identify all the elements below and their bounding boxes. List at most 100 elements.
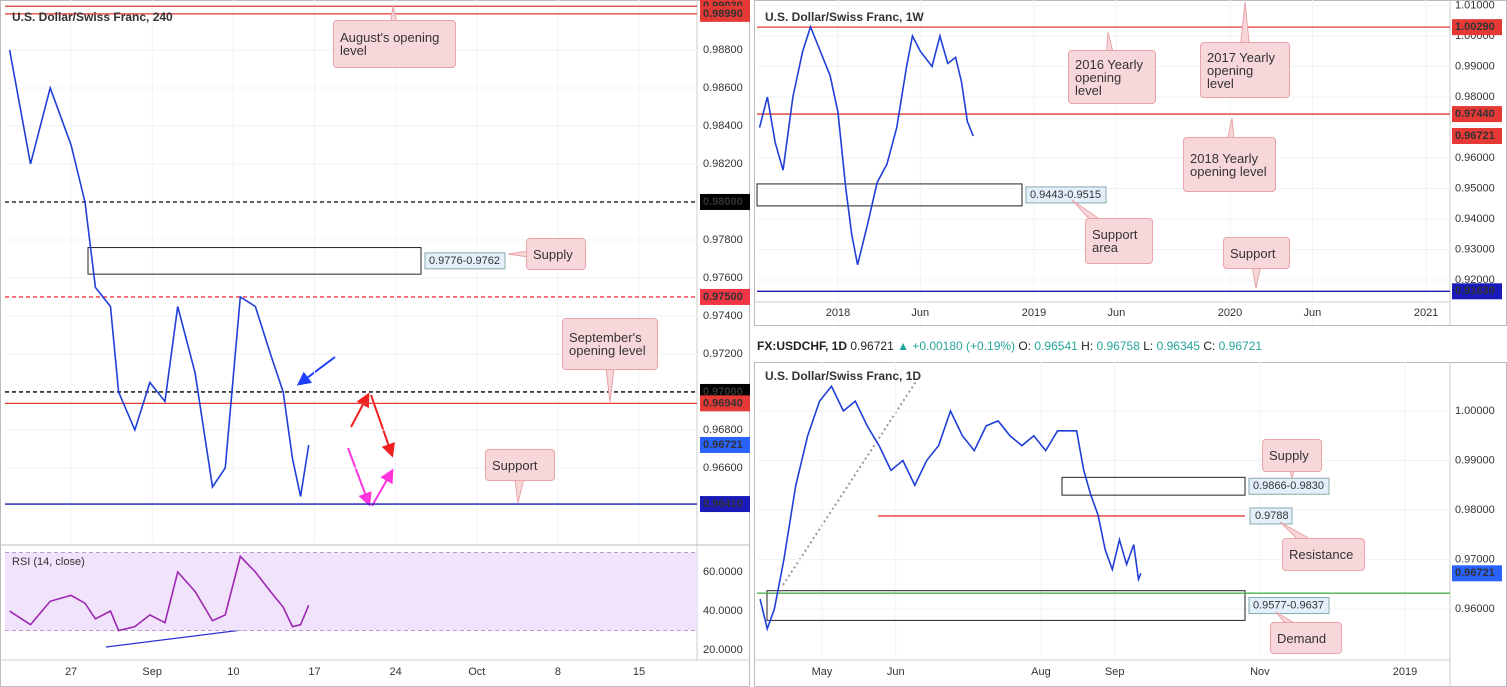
y-tick-label: 0.95000 bbox=[1455, 182, 1495, 194]
price-label-box bbox=[1452, 283, 1502, 300]
callout: 2017 Yearly opening level bbox=[1200, 42, 1290, 98]
x-tick-label: Nov bbox=[1250, 666, 1270, 678]
x-tick-label: 15 bbox=[633, 666, 645, 678]
y-tick-label: 0.93000 bbox=[1455, 243, 1495, 255]
y-tick-label: 0.98400 bbox=[703, 120, 743, 132]
y-tick-label: 0.97600 bbox=[703, 272, 743, 284]
price-label: 0.96721 bbox=[1455, 567, 1495, 579]
x-tick-label: Jun bbox=[1107, 307, 1125, 319]
callout: Supply bbox=[1262, 439, 1322, 472]
price-label-box bbox=[700, 496, 750, 513]
price-label: 0.96721 bbox=[703, 439, 743, 451]
price-line bbox=[9, 554, 310, 632]
chart-title: U.S. Dollar/Swiss Franc, 240 bbox=[12, 10, 173, 24]
price-label-box bbox=[700, 395, 750, 412]
zone-label-box bbox=[1248, 597, 1330, 615]
callout: Demand bbox=[1270, 622, 1342, 654]
x-tick-label: Jun bbox=[911, 307, 929, 319]
y-tick-label: 0.97200 bbox=[703, 348, 743, 360]
price-label-box bbox=[700, 288, 750, 305]
arrow bbox=[296, 356, 336, 386]
zone bbox=[87, 247, 422, 275]
header-part: FX:USDCHF, 1D bbox=[757, 339, 847, 353]
x-tick-label: May bbox=[812, 666, 833, 678]
header: FX:USDCHF, 1D 0.96721 ▲ +0.00180 (+0.19%… bbox=[757, 339, 1262, 353]
price-label-box bbox=[700, 436, 750, 453]
zone-label-box bbox=[1248, 477, 1330, 495]
level-tag-box bbox=[1249, 507, 1293, 525]
callout: September's opening level bbox=[562, 318, 658, 370]
x-tick-label: 27 bbox=[65, 666, 77, 678]
price-label-box bbox=[1452, 19, 1502, 36]
y-tick-label: 0.96000 bbox=[1455, 603, 1495, 615]
x-tick-label: 2019 bbox=[1393, 666, 1417, 678]
callout: 2018 Yearly opening level bbox=[1183, 137, 1276, 192]
header-part: O: bbox=[1018, 339, 1031, 353]
price-line bbox=[758, 24, 974, 265]
y-tick-label: 0.97800 bbox=[703, 234, 743, 246]
y-tick-label: 0.98600 bbox=[703, 82, 743, 94]
y-tick-label: 0.98000 bbox=[1455, 91, 1495, 103]
x-tick-label: Oct bbox=[468, 666, 485, 678]
x-tick-label: Jun bbox=[887, 666, 905, 678]
y-tick-label: 0.98000 bbox=[1455, 504, 1495, 516]
header-part: ▲ +0.00180 (+0.19%) bbox=[897, 339, 1015, 353]
rsi-tick-label: 60.0000 bbox=[703, 566, 743, 578]
x-tick-label: 8 bbox=[555, 666, 561, 678]
zone-label-box bbox=[424, 252, 506, 270]
rsi-tick-label: 20.0000 bbox=[703, 644, 743, 656]
callout: August's opening level bbox=[333, 20, 456, 68]
zone-label: 0.9776-0.9762 bbox=[429, 255, 500, 267]
price-label: 1.00290 bbox=[1455, 21, 1495, 33]
y-tick-label: 0.92000 bbox=[1455, 274, 1495, 286]
rsi-tick-label: 40.0000 bbox=[703, 605, 743, 617]
arrow bbox=[370, 394, 395, 458]
callout: 2016 Yearly opening level bbox=[1068, 50, 1156, 104]
y-tick-label: 0.99000 bbox=[1455, 60, 1495, 72]
y-tick-label: 0.97400 bbox=[703, 310, 743, 322]
x-tick-label: Sep bbox=[142, 666, 162, 678]
x-tick-label: 2020 bbox=[1218, 307, 1242, 319]
price-label-box bbox=[700, 5, 750, 22]
zone-label-box bbox=[1025, 186, 1107, 204]
zone bbox=[756, 183, 1023, 207]
chart-title: U.S. Dollar/Swiss Franc, 1W bbox=[765, 10, 924, 24]
price-label-box bbox=[700, 193, 750, 210]
x-tick-label: Aug bbox=[1031, 666, 1051, 678]
zone bbox=[766, 590, 1246, 621]
price-label: 0.91630 bbox=[1455, 285, 1495, 297]
header-part: 0.96721 bbox=[1219, 339, 1263, 353]
plot-area bbox=[757, 362, 1450, 660]
x-tick-label: 2018 bbox=[826, 307, 850, 319]
y-tick-label: 1.00000 bbox=[1455, 405, 1495, 417]
zone-label: 0.9443-0.9515 bbox=[1030, 189, 1101, 201]
y-tick-label: 0.96000 bbox=[1455, 152, 1495, 164]
price-label: 0.98000 bbox=[703, 196, 743, 208]
zone-label: 0.9577-0.9637 bbox=[1253, 599, 1324, 611]
y-tick-label: 0.94000 bbox=[1455, 213, 1495, 225]
x-tick-label: 10 bbox=[227, 666, 239, 678]
trend-line bbox=[782, 379, 918, 586]
price-label: 0.96940 bbox=[703, 397, 743, 409]
price-label: 0.96410 bbox=[703, 498, 743, 510]
y-tick-label: 0.96800 bbox=[703, 424, 743, 436]
y-tick-label: 1.01000 bbox=[1455, 0, 1495, 11]
y-tick-label: 0.98800 bbox=[703, 44, 743, 56]
callout: Resistance bbox=[1282, 538, 1365, 571]
callout: Support bbox=[485, 449, 555, 481]
zone-label: 0.9866-0.9830 bbox=[1253, 480, 1324, 492]
price-label-box bbox=[1452, 106, 1502, 123]
x-tick-label: 17 bbox=[308, 666, 320, 678]
axis-layer: U.S. Dollar/Swiss Franc, 1W 0.92000 0.9300… bbox=[765, 0, 1502, 319]
price-line bbox=[759, 384, 1142, 632]
header-part: 0.96345 bbox=[1157, 339, 1201, 353]
callout: Supply bbox=[526, 238, 586, 270]
header-part: 0.96758 bbox=[1097, 339, 1141, 353]
y-tick-label: 0.97000 bbox=[1455, 553, 1495, 565]
header-part: 0.96721 bbox=[850, 339, 894, 353]
rsi-title: RSI (14, close) bbox=[12, 556, 85, 568]
x-tick-label: 2019 bbox=[1022, 307, 1046, 319]
arrow bbox=[347, 447, 372, 507]
